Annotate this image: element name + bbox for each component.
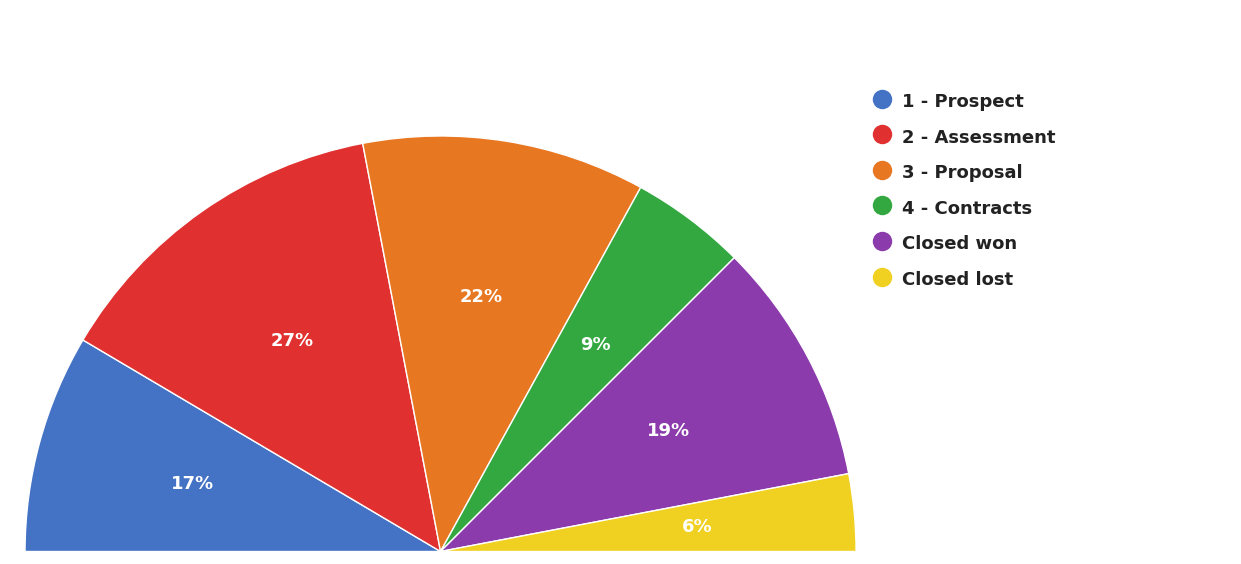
- Text: 22%: 22%: [459, 288, 503, 306]
- Wedge shape: [25, 340, 441, 552]
- Wedge shape: [362, 136, 640, 552]
- Text: Opportunity Statuses: Opportunity Statuses: [15, 24, 302, 48]
- Text: 6%: 6%: [681, 518, 712, 536]
- Text: 19%: 19%: [647, 422, 690, 440]
- Wedge shape: [441, 258, 849, 552]
- Wedge shape: [25, 552, 856, 564]
- Text: 17%: 17%: [170, 474, 213, 492]
- Wedge shape: [83, 143, 441, 552]
- Text: 9%: 9%: [580, 337, 611, 355]
- Wedge shape: [441, 187, 735, 552]
- Legend: 1 - Prospect, 2 - Assessment, 3 - Proposal, 4 - Contracts, Closed won, Closed lo: 1 - Prospect, 2 - Assessment, 3 - Propos…: [874, 90, 1056, 290]
- Text: 27%: 27%: [271, 332, 314, 350]
- Wedge shape: [441, 474, 856, 552]
